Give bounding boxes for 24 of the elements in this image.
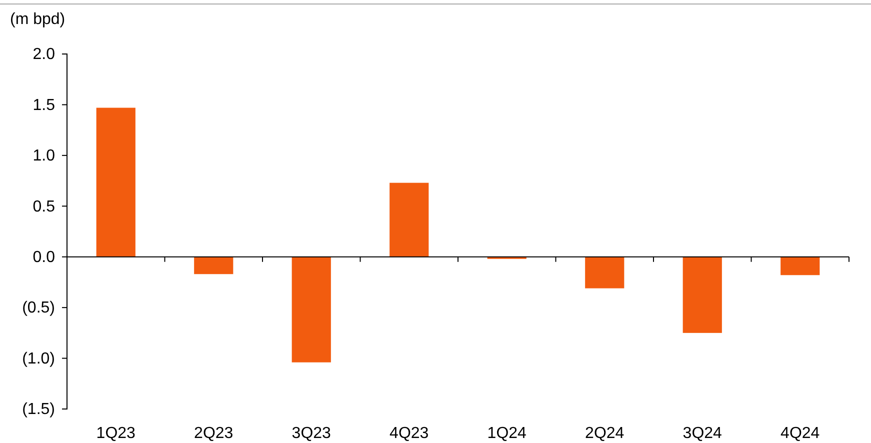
y-tick-label: 2.0 — [32, 46, 56, 64]
y-tick-label: (0.5) — [22, 300, 55, 317]
x-tick-label: 3Q23 — [292, 425, 332, 442]
x-tick-label: 3Q24 — [682, 425, 722, 442]
y-tick-label: 1.0 — [32, 148, 56, 165]
y-tick-label: (1.5) — [22, 401, 55, 418]
y-tick-label: 0.5 — [32, 198, 56, 216]
y-tick-label: 1.5 — [32, 96, 56, 114]
bar — [780, 256, 820, 276]
y-tick-label: (1.0) — [22, 350, 55, 368]
x-tick-label: 1Q23 — [96, 425, 136, 442]
bar — [390, 182, 429, 257]
x-tick-label: 4Q24 — [780, 425, 820, 442]
y-axis-title: (m bpd) — [10, 11, 66, 28]
x-tick-label: 1Q24 — [487, 425, 527, 442]
x-tick-label: 4Q23 — [390, 425, 429, 442]
bar — [194, 256, 234, 274]
bar — [96, 108, 136, 257]
x-tick-label: 2Q23 — [194, 425, 234, 442]
bar — [292, 256, 331, 362]
bar — [682, 256, 722, 333]
bar — [585, 256, 624, 288]
y-tick-label: 0.0 — [32, 248, 56, 266]
x-tick-label: 2Q24 — [585, 425, 624, 442]
